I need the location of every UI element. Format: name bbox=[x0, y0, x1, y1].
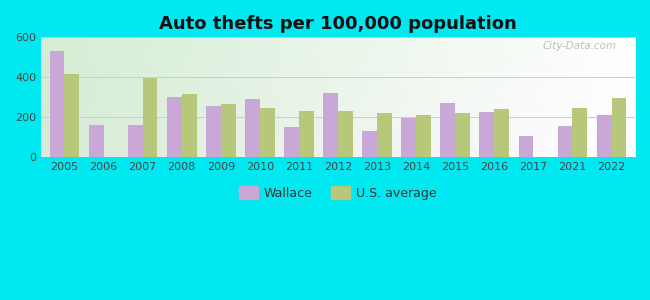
Bar bbox=[480, 112, 494, 157]
Bar bbox=[49, 51, 64, 157]
Bar bbox=[142, 78, 157, 157]
Bar bbox=[597, 115, 612, 157]
Bar bbox=[573, 108, 588, 157]
Bar bbox=[260, 108, 275, 157]
Bar bbox=[494, 109, 509, 157]
Bar bbox=[362, 131, 377, 157]
Bar bbox=[284, 127, 299, 157]
Bar bbox=[441, 103, 455, 157]
Bar bbox=[338, 111, 353, 157]
Bar bbox=[88, 125, 103, 157]
Bar bbox=[455, 113, 470, 157]
Bar bbox=[181, 94, 196, 157]
Bar bbox=[221, 104, 235, 157]
Bar bbox=[416, 115, 431, 157]
Bar bbox=[128, 125, 142, 157]
Bar bbox=[323, 93, 338, 157]
Bar bbox=[245, 99, 260, 157]
Bar bbox=[612, 98, 627, 157]
Bar bbox=[558, 126, 573, 157]
Text: City-Data.com: City-Data.com bbox=[543, 41, 618, 51]
Legend: Wallace, U.S. average: Wallace, U.S. average bbox=[234, 182, 442, 205]
Bar bbox=[299, 111, 314, 157]
Bar bbox=[401, 118, 416, 157]
Bar bbox=[206, 106, 221, 157]
Bar bbox=[167, 97, 181, 157]
Bar bbox=[64, 74, 79, 157]
Title: Auto thefts per 100,000 population: Auto thefts per 100,000 population bbox=[159, 15, 517, 33]
Bar bbox=[519, 136, 534, 157]
Bar bbox=[377, 113, 392, 157]
